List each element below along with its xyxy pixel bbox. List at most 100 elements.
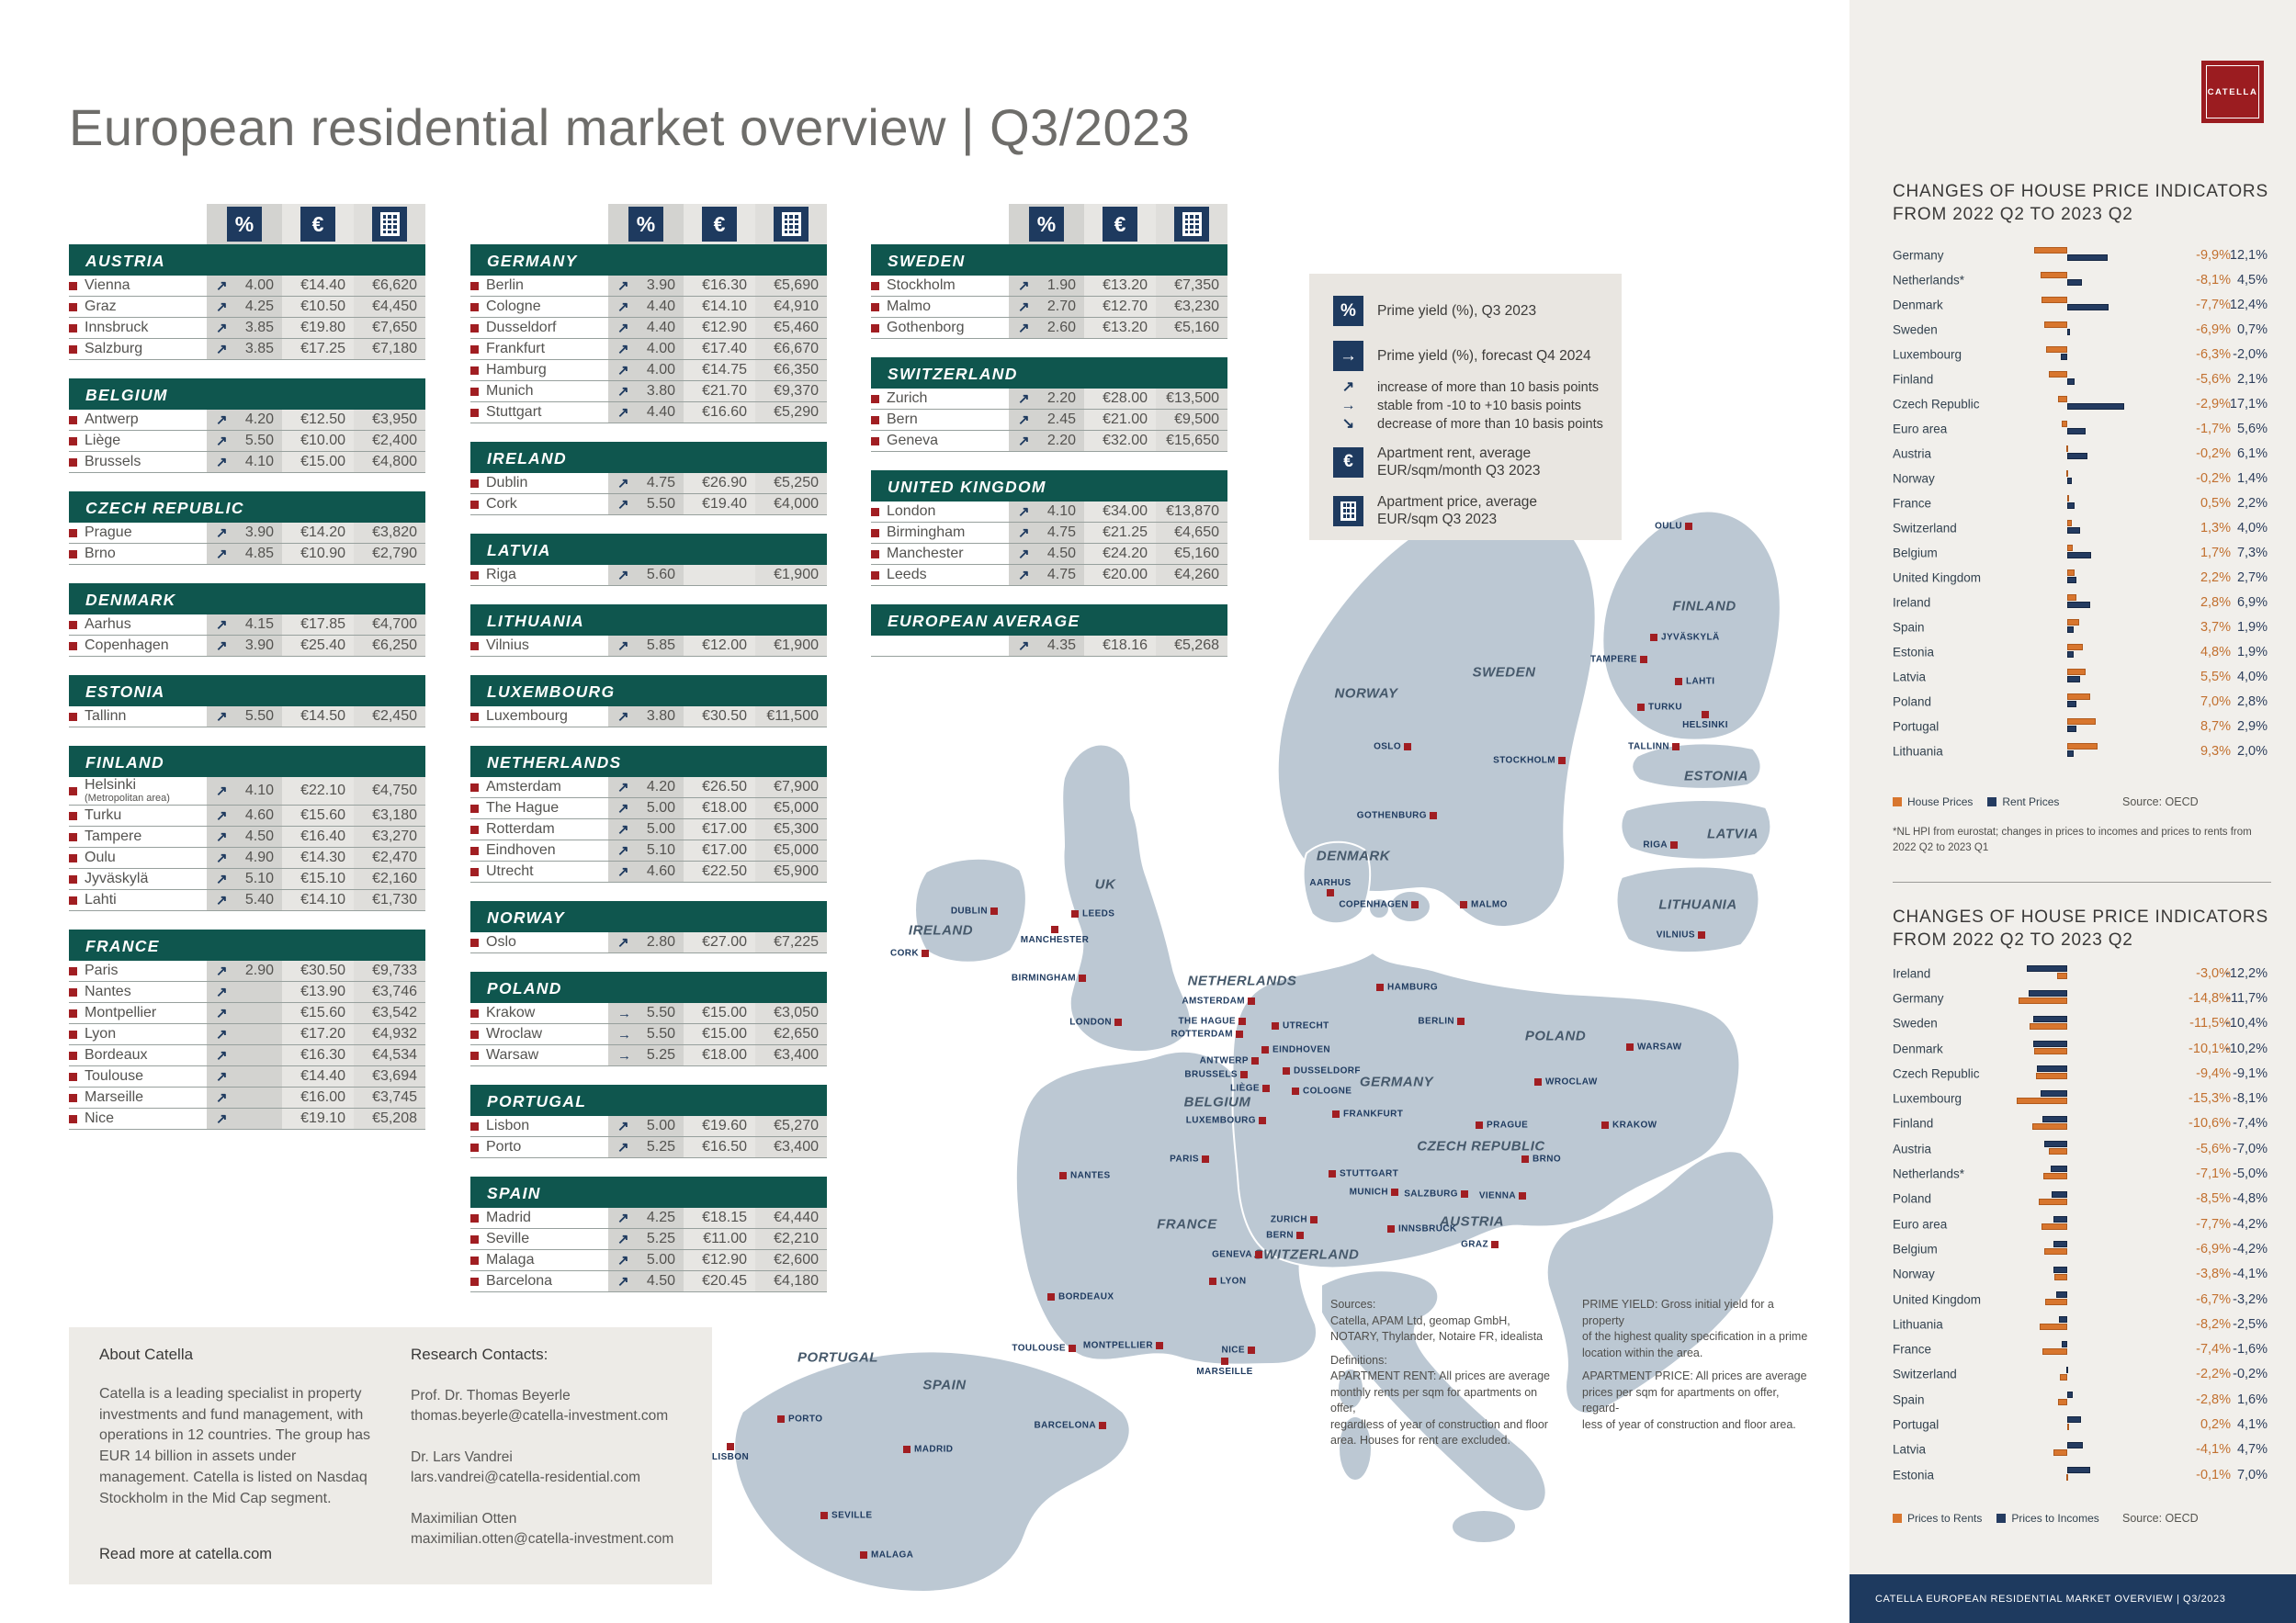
chart-row: Latvia -4,1% 4,7%	[1849, 1437, 2296, 1462]
chart-value-series2: -11,7%	[2226, 990, 2268, 1006]
city-marker	[1491, 1241, 1499, 1248]
bar-series2	[2067, 552, 2092, 558]
chart-row: United Kingdom -6,7% -3,2%	[1849, 1287, 2296, 1312]
city-marker	[1248, 1347, 1255, 1354]
rent-value: €12.00	[684, 636, 755, 656]
city-name: Brno	[85, 545, 116, 561]
about-body: Catella is a leading specialist in prope…	[99, 1386, 371, 1506]
bar-series2	[2067, 1416, 2081, 1424]
city-bullet	[470, 281, 479, 290]
increase-arrow-icon: ↗	[216, 455, 228, 470]
chart-value-series2: 1,9%	[2236, 619, 2268, 635]
price-value: €5,000	[755, 840, 827, 861]
chart-row-label: Germany	[1893, 991, 1944, 1006]
building-icon-cell	[755, 204, 827, 244]
city-name: Tallinn	[85, 707, 127, 724]
city-label: LAHTI	[1686, 676, 1715, 687]
city-bullet	[470, 867, 479, 876]
chart-row-label: Estonia	[1893, 1468, 1935, 1482]
footer-text: CATELLA EUROPEAN RESIDENTIAL MARKET OVER…	[1875, 1593, 2226, 1605]
city-marker	[1156, 1342, 1163, 1349]
chart-row-label: Estonia	[1893, 645, 1935, 659]
city-label: JYVÄSKYLÄ	[1661, 632, 1720, 643]
rent-value: €12.70	[1084, 297, 1156, 317]
city-name-cell: Salzburg	[69, 339, 207, 359]
country-table: FRANCE Paris ↗ 2.90 €30.50 €9,733 Nantes ↗ €13.9…	[69, 930, 425, 1131]
chart1-house-rent-prices: Germany -9,9% 12,1% Netherlands* -8,1% 4,5% De…	[1849, 242, 2296, 763]
country-table: UNITED KINGDOM London ↗ 4.10 €34.00 €13,870 Bi…	[871, 470, 1227, 586]
sources-line: regardless of year of construction and f…	[1330, 1417, 1548, 1431]
city-marker	[1387, 1225, 1395, 1233]
bar-series1	[2034, 247, 2067, 254]
yield-cell: ↗ 1.90	[1009, 276, 1084, 296]
chart1-footnote: *NL HPI from eurostat; changes in prices…	[1893, 827, 2252, 854]
chart-row: Denmark -7,7% 12,4%	[1849, 292, 2296, 317]
table-row: Innsbruck ↗ 3.85 €19.80 €7,650	[69, 318, 425, 339]
city-label: OSLO	[1374, 741, 1401, 752]
yield-cell: ↗ 4.35	[1009, 636, 1084, 656]
increase-arrow-icon: ↗	[216, 709, 228, 725]
bar-series2	[2067, 750, 2075, 757]
city-bullet	[470, 825, 479, 834]
chart-row-label: Portugal	[1893, 719, 1940, 733]
price-value: €4,260	[1156, 565, 1227, 585]
yield-value: 2.20	[1046, 433, 1076, 448]
table-row: Cologne ↗ 4.40 €14.10 €4,910	[470, 297, 827, 318]
legend-rent-label-1: Apartment rent, average	[1377, 445, 1532, 461]
chart-row: France 0,5% 2,2%	[1849, 490, 2296, 515]
city-name: Bordeaux	[85, 1046, 148, 1063]
map-lithuania	[1615, 865, 1760, 954]
city-marker	[1071, 910, 1079, 918]
chart-value-series2: 2,9%	[2236, 718, 2268, 734]
yield-cell: ↗ 2.90	[207, 961, 282, 982]
city-marker	[1069, 1345, 1076, 1352]
price-value: €5,160	[1156, 318, 1227, 338]
chart-row-label: Switzerland	[1893, 521, 1957, 535]
chart-value-series2: 17,1%	[2229, 396, 2268, 411]
city-name: Rotterdam	[486, 820, 555, 837]
chart-value-series2: 1,6%	[2236, 1392, 2268, 1407]
contact-email[interactable]: lars.vandrei@catella-residential.com	[411, 1470, 641, 1486]
city-marker	[1637, 704, 1645, 711]
yield-value: 5.85	[646, 637, 675, 653]
map-sardinia	[1338, 1415, 1373, 1482]
city-label: TALLINN	[1628, 741, 1669, 752]
chart-row-label: Germany	[1893, 248, 1944, 262]
chart-value-series2: -4,1%	[2233, 1267, 2268, 1282]
chart-value-series1: -7,7%	[2196, 1216, 2231, 1232]
contact-email[interactable]: maximilian.otten@catella-investment.com	[411, 1531, 674, 1548]
legend-forecast-label: Prime yield (%), forecast Q4 2024	[1377, 347, 1591, 364]
chart-value-series1: -9,9%	[2196, 247, 2231, 263]
increase-arrow-icon: ↗	[216, 985, 228, 1001]
city-name: Vienna	[85, 276, 130, 293]
city-name: Dublin	[486, 474, 528, 490]
table-row: Oulu ↗ 4.90 €14.30 €2,470	[69, 848, 425, 870]
about-read-more[interactable]: Read more at catella.com	[99, 1546, 273, 1562]
city-bullet	[69, 811, 77, 820]
chart-value-series2: 4,0%	[2236, 520, 2268, 535]
chart-value-series1: -2,2%	[2196, 1367, 2231, 1382]
city-name-cell: Madrid	[470, 1208, 608, 1228]
increase-arrow-icon: ↗	[216, 1111, 228, 1128]
yield-cell: ↗ 2.60	[1009, 318, 1084, 338]
yield-cell: ↗ 5.00	[608, 1116, 684, 1136]
city-marker	[820, 1512, 828, 1519]
yield-value: 2.70	[1046, 299, 1076, 314]
euro-icon-cell: €	[282, 204, 354, 244]
yield-cell: ↗ 4.25	[207, 297, 282, 317]
city-label: TAMPERE	[1590, 654, 1637, 665]
city-name-cell: Tallinn	[69, 706, 207, 727]
country-table: SPAIN Madrid ↗ 4.25 €18.15 €4,440 Seville ↗ 5.25…	[470, 1177, 827, 1292]
increase-arrow-icon: ↗	[617, 405, 629, 421]
chart-value-series1: 8,7%	[2200, 718, 2231, 734]
city-marker	[1670, 841, 1678, 849]
bar-series2	[2051, 1190, 2067, 1198]
definition-line: PRIME YIELD: Gross initial yield for a p…	[1582, 1298, 1774, 1327]
yield-value: 3.90	[646, 277, 675, 293]
city-marker	[1460, 901, 1467, 908]
chart-row: Netherlands* -7,1% -5,0%	[1849, 1161, 2296, 1186]
contact-email[interactable]: thomas.beyerle@catella-investment.com	[411, 1408, 669, 1425]
table-row: Graz ↗ 4.25 €10.50 €4,450	[69, 297, 425, 318]
chart-row: Denmark -10,1% -10,2%	[1849, 1036, 2296, 1061]
bar-series2	[2067, 502, 2075, 509]
